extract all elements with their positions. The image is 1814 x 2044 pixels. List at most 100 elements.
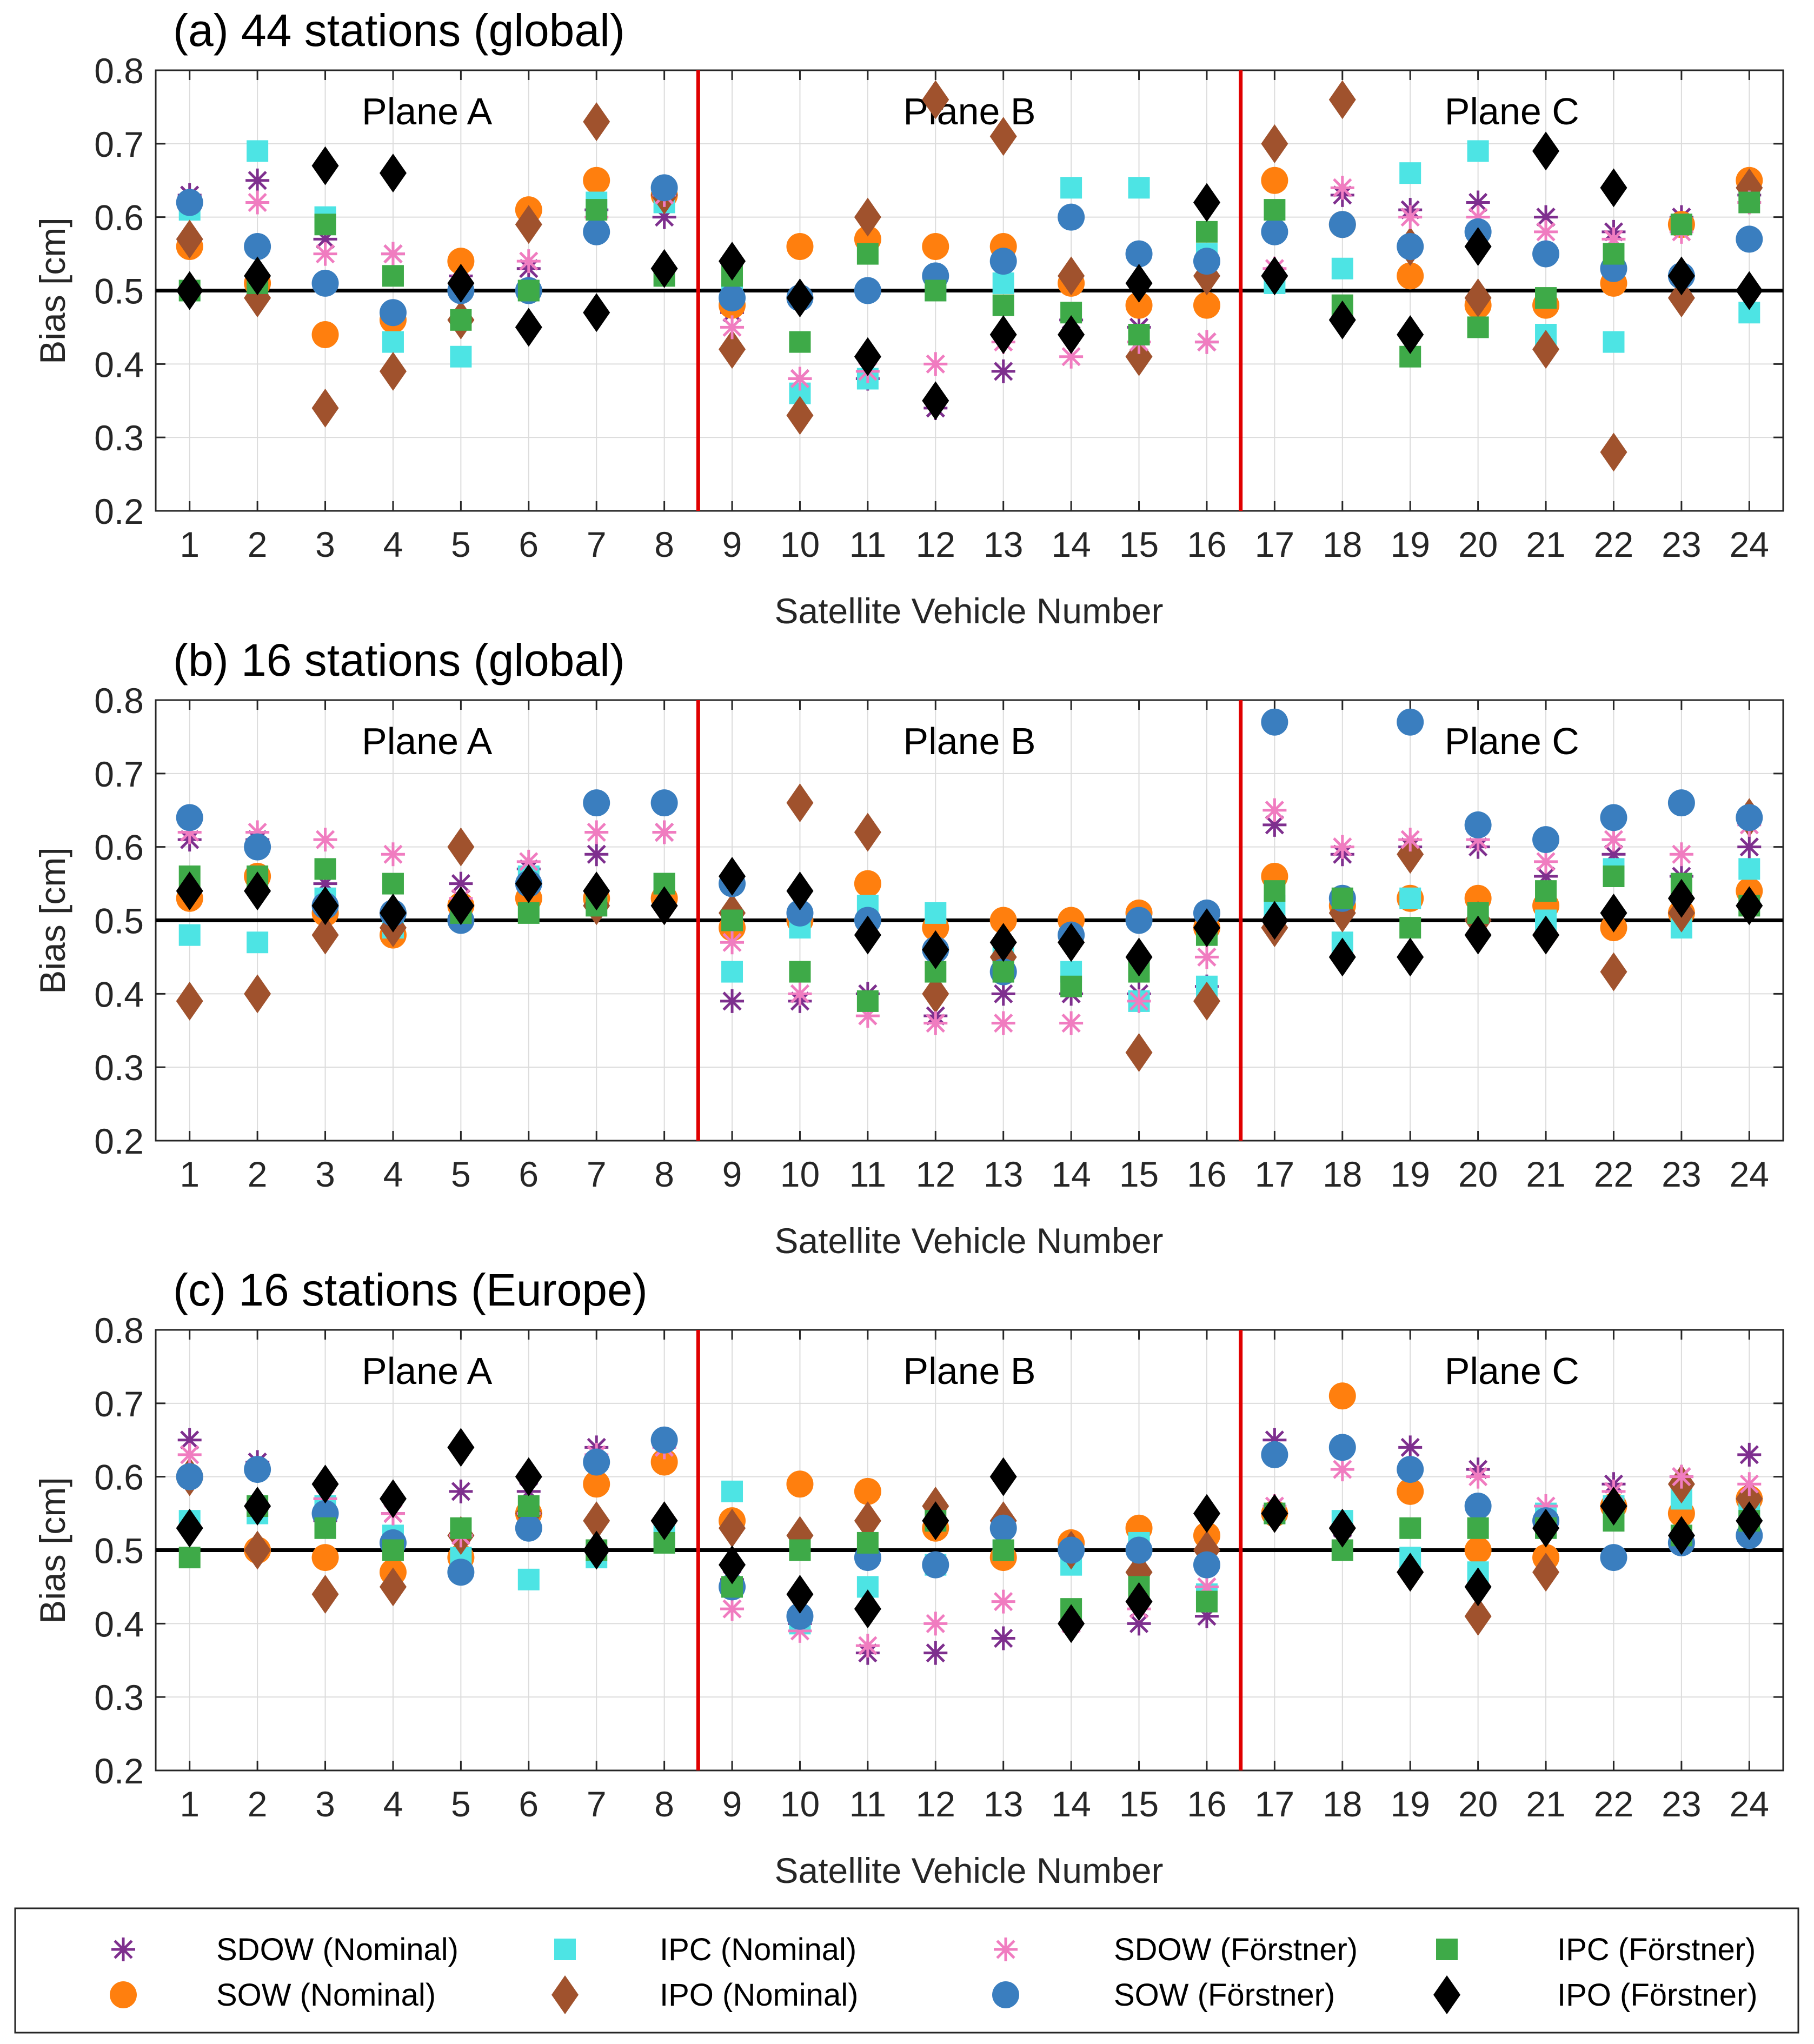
x-tick-label: 1 xyxy=(180,524,200,564)
plane-label: Plane A xyxy=(362,720,493,762)
data-point xyxy=(786,396,814,435)
x-tick-label: 16 xyxy=(1187,1154,1226,1194)
data-point xyxy=(382,265,404,287)
data-point xyxy=(1193,1551,1220,1579)
data-point xyxy=(381,842,405,867)
panel-a: (a) 44 stations (global) Satellite Vehic… xyxy=(32,5,1784,631)
data-point xyxy=(586,199,608,221)
data-point xyxy=(922,1501,949,1541)
data-point xyxy=(854,277,881,304)
data-point xyxy=(650,1426,678,1454)
data-point xyxy=(1261,256,1288,296)
x-tick-label: 3 xyxy=(315,1784,335,1824)
data-point xyxy=(1736,1501,1763,1541)
data-point xyxy=(1399,887,1421,909)
data-point xyxy=(650,174,678,202)
data-point xyxy=(922,381,949,421)
x-tick-label: 7 xyxy=(587,1784,607,1824)
x-tick-label: 20 xyxy=(1458,524,1498,564)
x-tick-label: 8 xyxy=(654,524,674,564)
x-tick-label: 9 xyxy=(722,1784,742,1824)
data-point xyxy=(789,331,811,353)
x-tick-label: 10 xyxy=(780,1784,820,1824)
data-point xyxy=(789,961,811,983)
data-point xyxy=(786,278,814,318)
data-point xyxy=(720,989,745,1013)
x-tick-label: 6 xyxy=(519,1154,539,1194)
data-point xyxy=(176,1463,203,1490)
data-point xyxy=(1600,432,1627,472)
data-point xyxy=(447,827,475,867)
data-point xyxy=(650,789,678,817)
data-point xyxy=(1602,828,1626,852)
data-point xyxy=(1534,219,1558,244)
data-point xyxy=(1399,1517,1421,1539)
chart-title: (a) 44 stations (global) xyxy=(173,5,625,56)
data-point xyxy=(1125,240,1153,268)
data-point xyxy=(177,1428,202,1452)
x-tick-label: 5 xyxy=(451,1154,471,1194)
data-point xyxy=(1600,893,1627,933)
data-point xyxy=(1058,203,1085,231)
x-tick-label: 6 xyxy=(519,1784,539,1824)
data-point xyxy=(786,1602,814,1630)
legend-label: SDOW (Förstner) xyxy=(1114,1932,1358,1967)
data-point xyxy=(583,789,610,817)
data-point xyxy=(650,886,678,926)
x-tick-label: 9 xyxy=(722,524,742,564)
data-point xyxy=(923,1641,948,1665)
x-tick-label: 11 xyxy=(849,524,887,564)
data-point xyxy=(1397,1477,1424,1505)
data-point xyxy=(923,1011,948,1035)
data-point xyxy=(1328,1434,1356,1461)
data-point xyxy=(923,1612,948,1636)
data-point xyxy=(719,1508,746,1548)
data-point xyxy=(176,871,203,911)
data-point xyxy=(854,813,881,852)
y-tick-label: 0.4 xyxy=(94,974,144,1014)
data-point xyxy=(311,1575,339,1614)
data-point xyxy=(584,820,609,844)
panel-b: (b) 16 stations (global) Satellite Vehic… xyxy=(32,635,1784,1261)
y-axis-label: Bias [cm] xyxy=(32,1477,72,1623)
data-point xyxy=(1397,315,1424,354)
data-point xyxy=(719,330,746,369)
x-tick-label: 22 xyxy=(1594,1154,1633,1194)
data-point xyxy=(311,269,339,297)
x-tick-label: 14 xyxy=(1051,1784,1091,1824)
data-point xyxy=(379,299,407,327)
x-tick-label: 6 xyxy=(519,524,539,564)
data-point xyxy=(450,309,472,331)
data-point xyxy=(1397,1456,1424,1483)
data-point xyxy=(583,293,610,332)
series xyxy=(176,857,1763,977)
data-point xyxy=(1603,331,1625,353)
data-point xyxy=(314,858,336,880)
data-point xyxy=(1397,233,1424,260)
y-tick-label: 0.3 xyxy=(94,1677,144,1717)
data-point xyxy=(1464,1536,1492,1564)
data-point xyxy=(244,233,271,260)
data-point xyxy=(583,1470,610,1498)
data-point xyxy=(922,974,949,1014)
x-tick-label: 18 xyxy=(1323,1154,1362,1194)
plane-label: Plane B xyxy=(903,90,1035,132)
data-point xyxy=(1125,291,1153,319)
data-point xyxy=(1532,1553,1560,1592)
data-point xyxy=(786,233,814,260)
data-point xyxy=(1532,826,1560,854)
data-point xyxy=(1464,278,1492,318)
data-point xyxy=(244,833,271,861)
data-point xyxy=(1194,330,1219,354)
x-tick-label: 2 xyxy=(248,1154,268,1194)
data-point xyxy=(515,1457,542,1496)
x-tick-label: 14 xyxy=(1051,524,1091,564)
data-point xyxy=(991,1589,1015,1614)
data-point xyxy=(922,930,949,969)
data-point xyxy=(1328,1382,1356,1410)
data-point xyxy=(447,1428,475,1467)
data-point xyxy=(789,1539,811,1561)
data-point xyxy=(652,820,676,844)
data-point xyxy=(1667,1516,1695,1555)
